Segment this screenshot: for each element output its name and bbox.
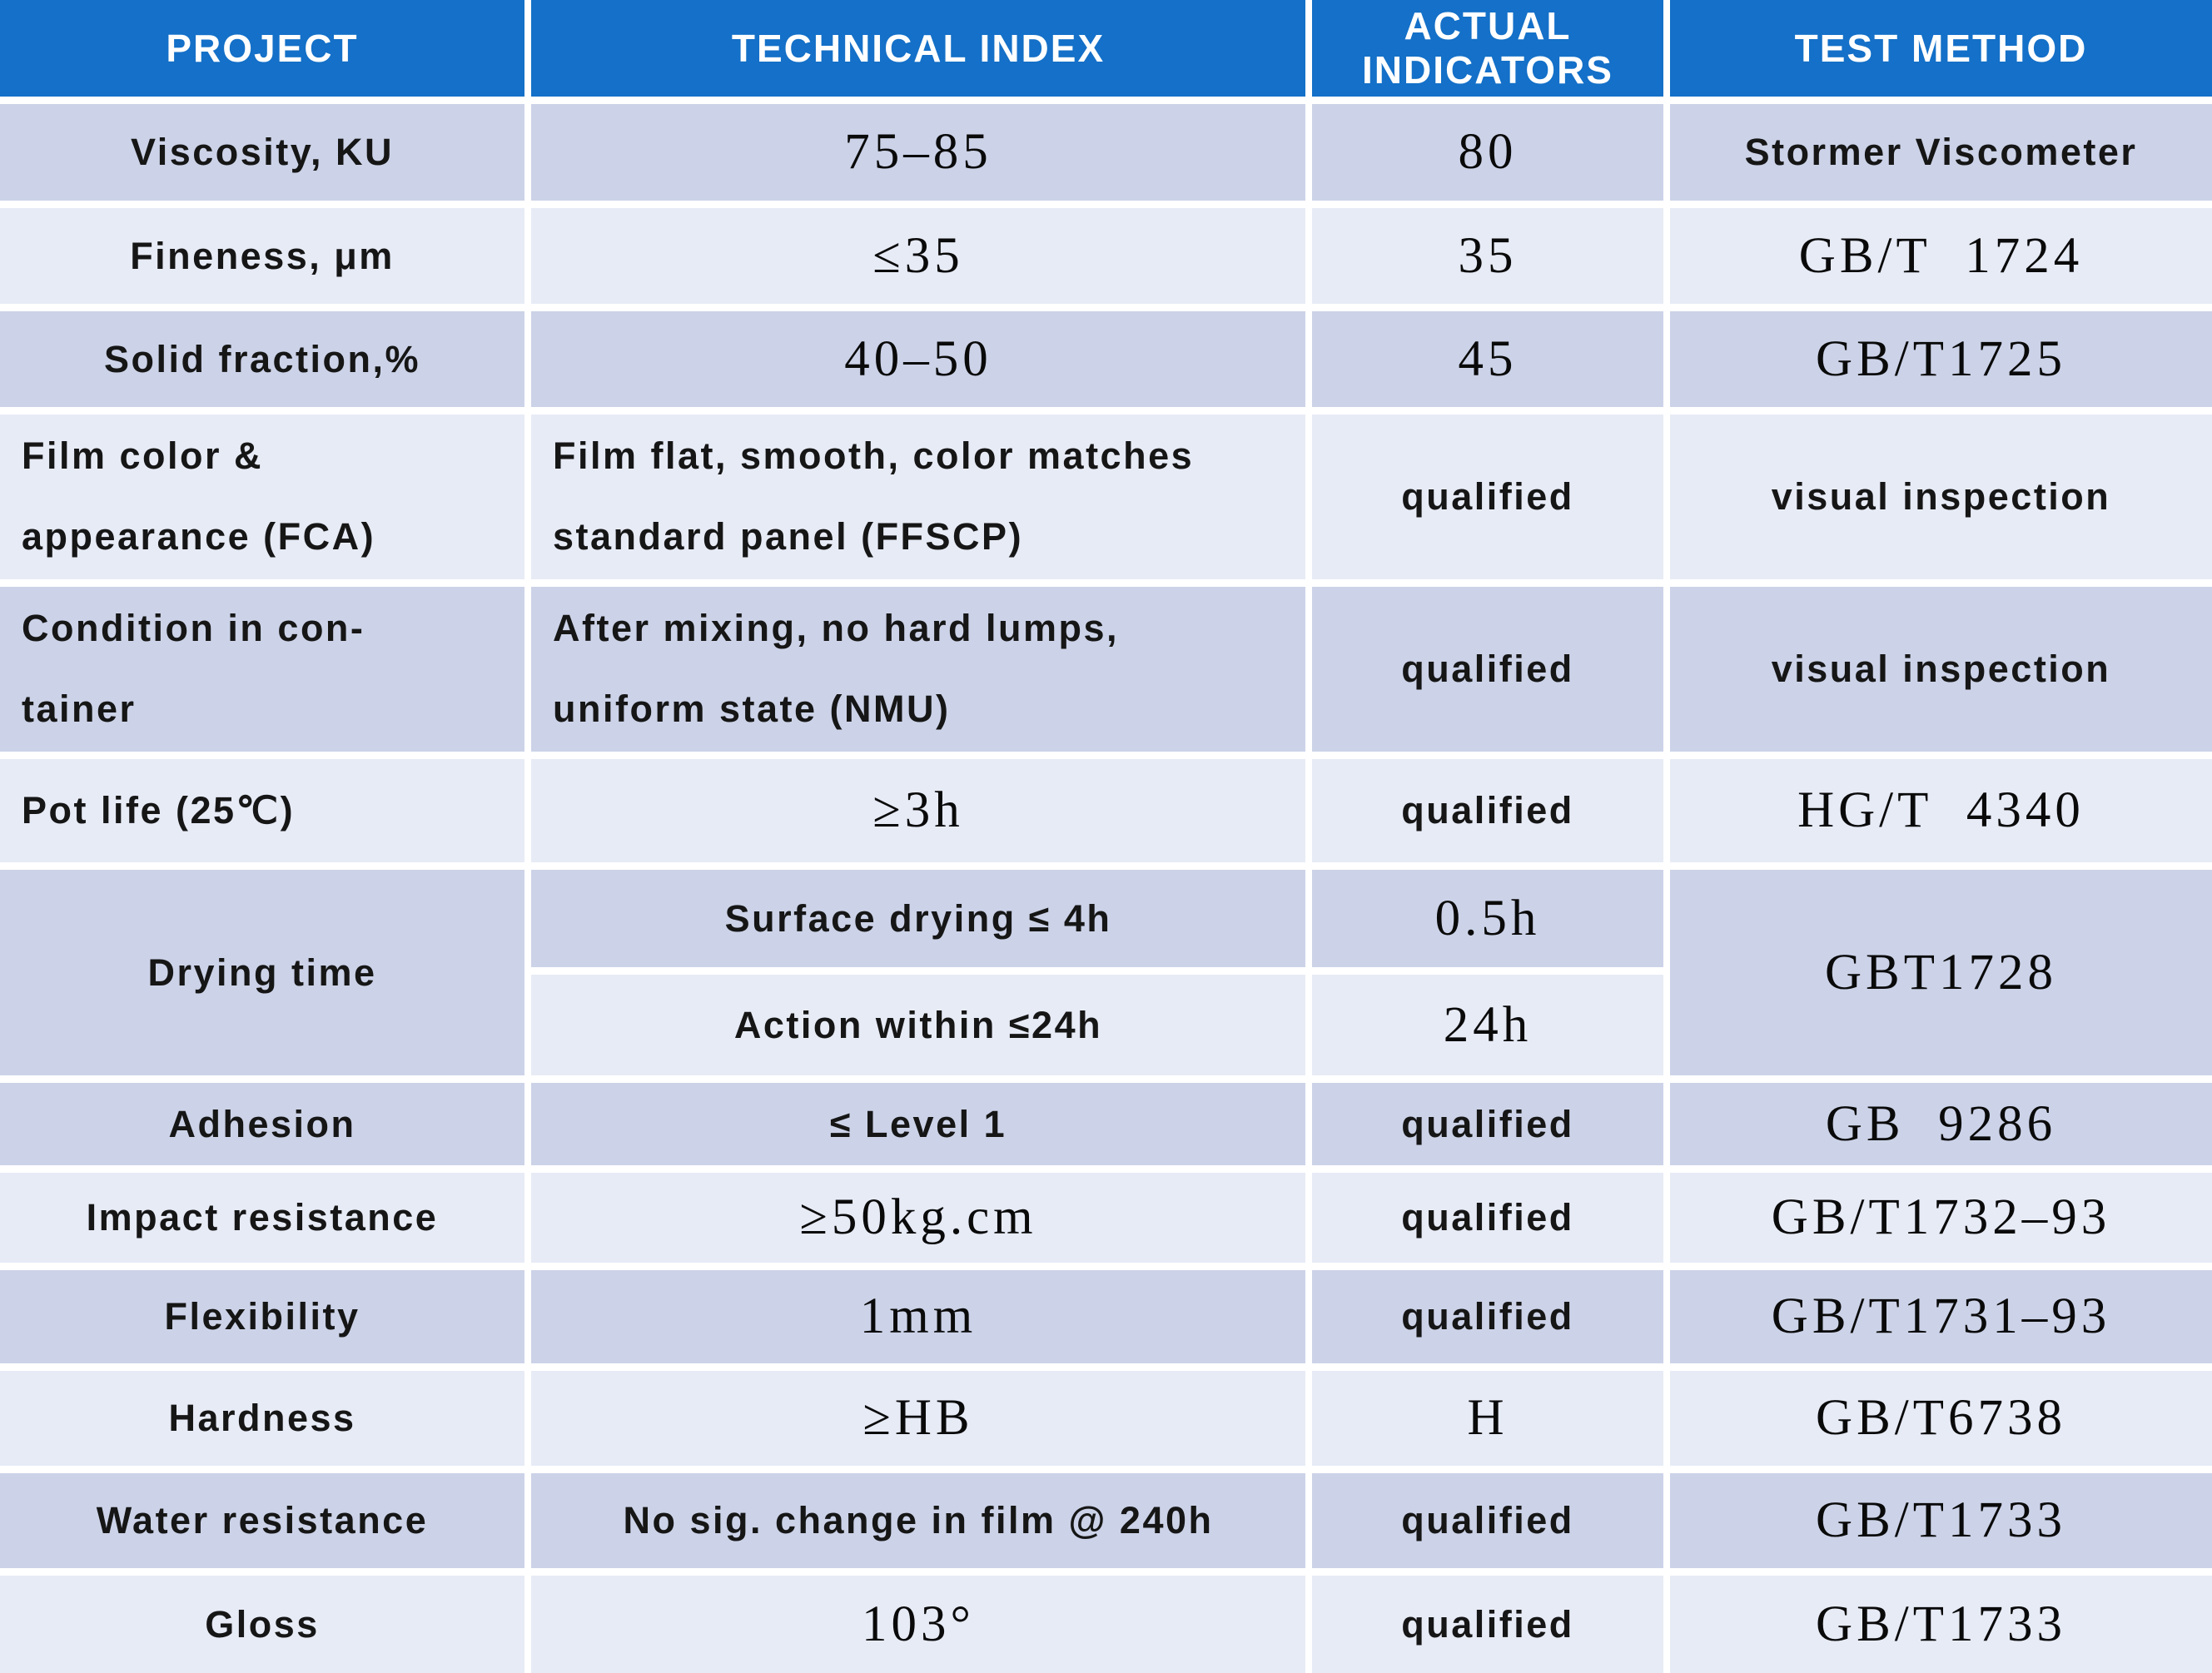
row-condition-index: After mixing, no hard lumps, uniform sta… [531,587,1305,752]
row-water-method: GB/T1733 [1670,1473,2212,1568]
header-project-label: PROJECT [166,26,359,70]
row-fineness-project: Fineness, μm [0,208,524,304]
row-viscosity-actual: 80 [1312,104,1663,201]
row-gloss-index: 103° [531,1576,1305,1673]
row-flexibility-method: GB/T1731–93 [1670,1270,2212,1363]
row-flexibility-index: 1mm [531,1270,1305,1363]
row-impact-index: ≥50kg.cm [531,1173,1305,1263]
row-pot-life-actual: qualified [1312,759,1663,862]
row-viscosity-index: 75–85 [531,104,1305,201]
row-solid-fraction-project: Solid fraction,% [0,311,524,407]
header-technical-index-label: TECHNICAL INDEX [731,26,1106,70]
row-fineness-method: GB/T 1724 [1670,208,2212,304]
header-actual-indicators-label: ACTUAL INDICATORS [1362,4,1613,92]
row-impact-actual: qualified [1312,1173,1663,1263]
row-fineness-actual: 35 [1312,208,1663,304]
row-drying-time-surface-index: Surface drying ≤ 4h [531,870,1305,967]
row-fineness-index: ≤35 [531,208,1305,304]
row-water-index: No sig. change in film @ 240h [531,1473,1305,1568]
header-technical-index: TECHNICAL INDEX [531,0,1305,97]
row-gloss-project: Gloss [0,1576,524,1673]
header-project: PROJECT [0,0,524,97]
row-impact-project: Impact resistance [0,1173,524,1263]
row-viscosity-project: Viscosity, KU [0,104,524,201]
header-test-method-label: TEST METHOD [1794,26,2088,70]
row-gloss-actual: qualified [1312,1576,1663,1673]
row-water-actual: qualified [1312,1473,1663,1568]
row-adhesion-index: ≤ Level 1 [531,1083,1305,1165]
row-film-color-method: visual inspection [1670,415,2212,579]
row-drying-time-method: GBT1728 [1670,870,2212,1075]
row-condition-project: Condition in con- tainer [0,587,524,752]
row-solid-fraction-index: 40–50 [531,311,1305,407]
row-pot-life-index: ≥3h [531,759,1305,862]
row-water-project: Water resistance [0,1473,524,1568]
row-adhesion-project: Adhesion [0,1083,524,1165]
row-hardness-method: GB/T6738 [1670,1371,2212,1466]
row-solid-fraction-method: GB/T1725 [1670,311,2212,407]
row-condition-actual: qualified [1312,587,1663,752]
row-condition-method: visual inspection [1670,587,2212,752]
row-adhesion-method: GB 9286 [1670,1083,2212,1165]
row-gloss-method: GB/T1733 [1670,1576,2212,1673]
row-drying-time-action-index: Action within ≤24h [531,975,1305,1075]
row-hardness-project: Hardness [0,1371,524,1466]
header-actual-indicators: ACTUAL INDICATORS [1312,0,1663,97]
row-pot-life-project: Pot life (25℃) [0,759,524,862]
row-flexibility-actual: qualified [1312,1270,1663,1363]
row-film-color-index: Film flat, smooth, color matches standar… [531,415,1305,579]
row-solid-fraction-actual: 45 [1312,311,1663,407]
row-hardness-index: ≥HB [531,1371,1305,1466]
row-impact-method: GB/T1732–93 [1670,1173,2212,1263]
row-adhesion-actual: qualified [1312,1083,1663,1165]
row-film-color-project: Film color & appearance (FCA) [0,415,524,579]
row-drying-time-action-actual: 24h [1312,975,1663,1075]
row-hardness-actual: H [1312,1371,1663,1466]
row-flexibility-project: Flexibility [0,1270,524,1363]
row-pot-life-method: HG/T 4340 [1670,759,2212,862]
row-viscosity-method: Stormer Viscometer [1670,104,2212,201]
header-test-method: TEST METHOD [1670,0,2212,97]
row-film-color-actual: qualified [1312,415,1663,579]
row-drying-time-surface-actual: 0.5h [1312,870,1663,967]
row-drying-time-project: Drying time [0,870,524,1075]
